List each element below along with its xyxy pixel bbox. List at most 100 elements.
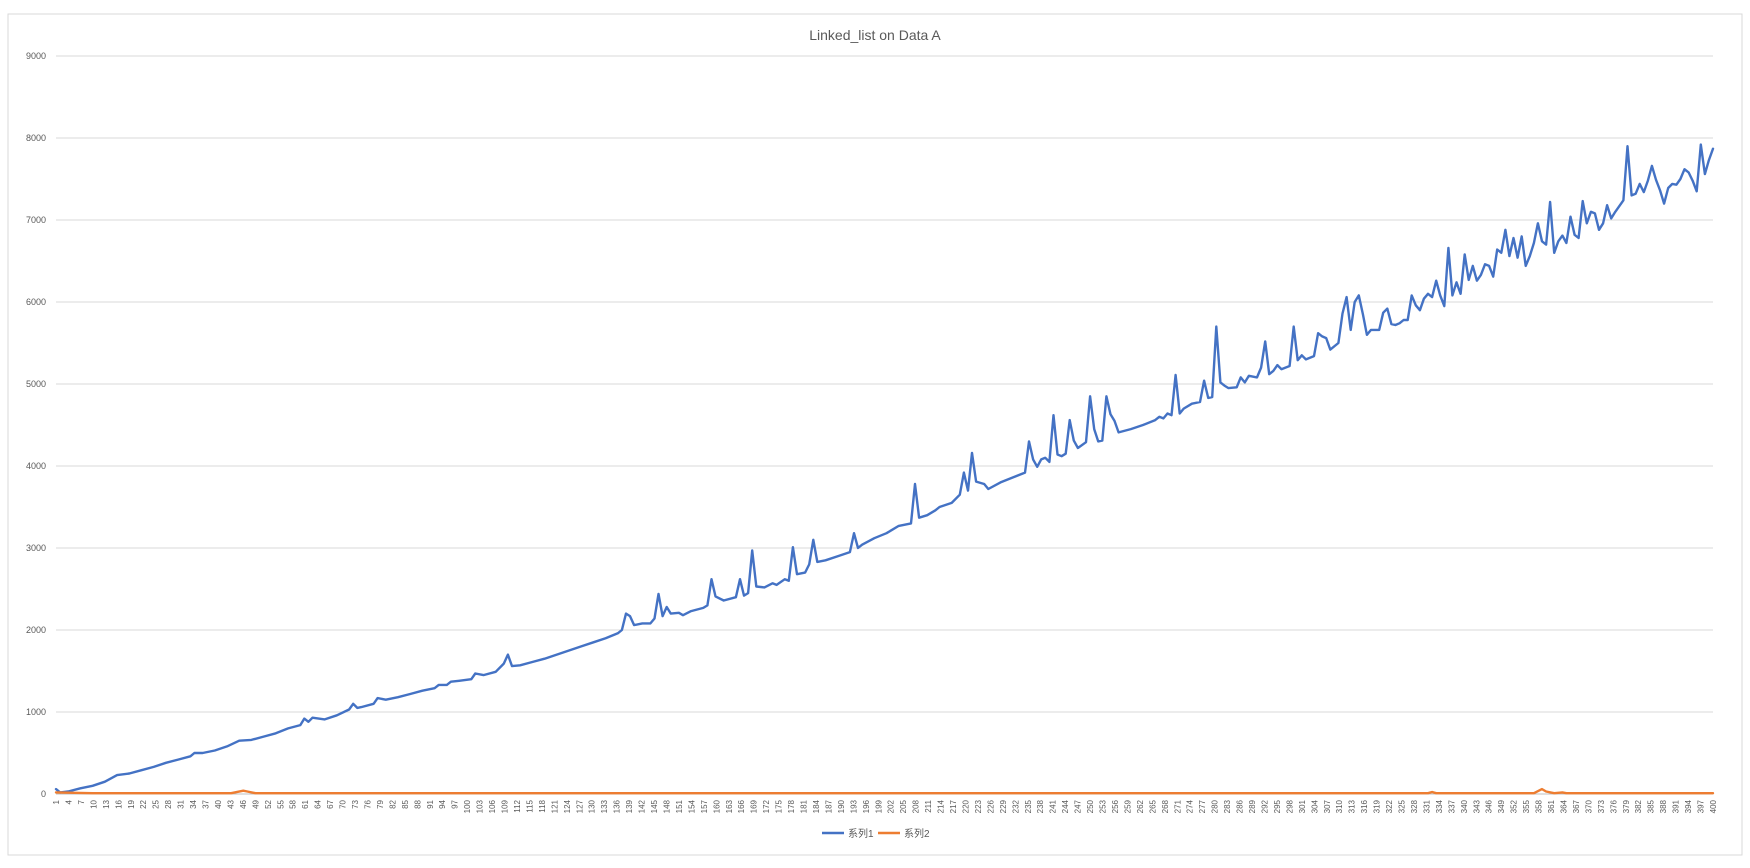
- x-tick-label: 166: [737, 799, 746, 813]
- x-tick-label: 286: [1236, 799, 1245, 813]
- x-tick-label: 376: [1609, 799, 1618, 813]
- x-tick-label: 274: [1186, 799, 1195, 813]
- x-tick-label: 268: [1161, 799, 1170, 813]
- chart-border: [7, 13, 1743, 856]
- x-tick-label: 214: [937, 799, 946, 813]
- x-tick-label: 97: [451, 799, 460, 808]
- x-tick-label: 241: [1049, 799, 1058, 813]
- x-tick-label: 55: [276, 799, 285, 808]
- x-tick-label: 49: [251, 799, 260, 808]
- x-tick-label: 79: [376, 799, 385, 808]
- x-tick-label: 4: [64, 799, 73, 804]
- x-tick-label: 118: [538, 799, 547, 812]
- x-tick-label: 232: [1011, 799, 1020, 813]
- series-line-2: [54, 787, 1715, 795]
- x-tick-label: 319: [1373, 799, 1382, 813]
- x-tick-label: 223: [974, 799, 983, 813]
- series-line-1: [54, 143, 1715, 794]
- x-tick-label: 298: [1285, 799, 1294, 813]
- x-tick-label: 175: [775, 799, 784, 813]
- x-tick-label: 391: [1672, 799, 1681, 813]
- x-tick-label: 253: [1099, 799, 1108, 813]
- x-tick-label: 256: [1111, 799, 1120, 813]
- chart-title: Linked_list on Data A: [809, 27, 941, 43]
- x-tick-label: 337: [1447, 799, 1456, 813]
- x-tick-label: 148: [662, 799, 671, 813]
- x-tick-label: 52: [264, 799, 273, 808]
- x-tick-label: 211: [924, 799, 933, 812]
- x-tick-label: 340: [1460, 799, 1469, 813]
- x-tick-label: 364: [1559, 799, 1568, 813]
- x-tick-label: 355: [1522, 799, 1531, 813]
- x-tick-label: 187: [824, 799, 833, 813]
- x-tick-label: 382: [1634, 799, 1643, 813]
- x-tick-label: 82: [388, 799, 397, 808]
- x-tick-label: 316: [1360, 799, 1369, 813]
- x-tick-label: 169: [750, 799, 759, 813]
- x-tick-label: 343: [1472, 799, 1481, 813]
- x-tick-label: 124: [563, 799, 572, 813]
- x-tick-label: 331: [1422, 799, 1431, 813]
- x-tick-label: 85: [401, 799, 410, 808]
- x-tick-label: 91: [426, 799, 435, 808]
- x-tick-label: 313: [1348, 799, 1357, 813]
- x-tick-label: 61: [301, 799, 310, 808]
- x-tick-label: 196: [862, 799, 871, 813]
- x-tick-label: 70: [339, 799, 348, 808]
- x-tick-label: 130: [588, 799, 597, 813]
- x-tick-label: 265: [1148, 799, 1157, 813]
- x-tick-label: 370: [1584, 799, 1593, 813]
- x-tick-label: 244: [1061, 799, 1070, 813]
- x-tick-label: 310: [1335, 799, 1344, 813]
- x-tick-label: 247: [1074, 799, 1083, 813]
- x-tick-label: 145: [650, 799, 659, 813]
- x-tick-label: 388: [1659, 799, 1668, 813]
- x-tick-label: 115: [525, 799, 534, 812]
- x-tick-label: 46: [239, 799, 248, 808]
- x-tick-label: 346: [1485, 799, 1494, 813]
- x-tick-label: 385: [1647, 799, 1656, 813]
- x-tick-label: 100: [463, 799, 472, 813]
- y-tick-label: 2000: [26, 625, 46, 635]
- x-tick-label: 262: [1136, 799, 1145, 813]
- x-tick-label: 103: [476, 799, 485, 813]
- x-tick-label: 127: [575, 799, 584, 813]
- x-tick-label: 208: [912, 799, 921, 813]
- y-tick-label: 4000: [26, 461, 46, 471]
- x-tick-label: 157: [700, 799, 709, 813]
- x-tick-label: 121: [550, 799, 559, 813]
- x-tick-label: 43: [226, 799, 235, 808]
- x-tick-label: 193: [849, 799, 858, 813]
- x-tick-label: 40: [214, 799, 223, 808]
- x-tick-label: 352: [1510, 799, 1519, 813]
- x-tick-label: 10: [89, 799, 98, 808]
- x-tick-label: 1: [52, 799, 61, 804]
- y-tick-label: 0: [41, 789, 46, 799]
- y-tick-label: 6000: [26, 297, 46, 307]
- y-axis-ticks: 0 1000 2000 3000 4000 5000 6000 7000 8000 9000: [26, 51, 46, 799]
- x-tick-label: 94: [438, 799, 447, 808]
- gridlines: [56, 55, 1713, 795]
- legend-label-1: 系列1: [848, 827, 874, 840]
- y-tick-label: 9000: [26, 51, 46, 61]
- x-tick-label: 229: [999, 799, 1008, 813]
- x-tick-label: 328: [1410, 799, 1419, 813]
- x-tick-label: 133: [600, 799, 609, 813]
- x-tick-label: 367: [1572, 799, 1581, 813]
- x-tick-label: 139: [625, 799, 634, 813]
- x-tick-label: 136: [613, 799, 622, 813]
- x-tick-label: 361: [1547, 799, 1556, 813]
- x-tick-label: 172: [762, 799, 771, 813]
- x-tick-label: 235: [1024, 799, 1033, 813]
- x-tick-label: 181: [800, 799, 809, 813]
- x-tick-label: 325: [1398, 799, 1407, 813]
- y-tick-label: 8000: [26, 133, 46, 143]
- x-tick-label: 394: [1684, 799, 1693, 813]
- series-lines: [54, 143, 1715, 795]
- x-tick-label: 217: [949, 799, 958, 813]
- x-tick-label: 88: [413, 799, 422, 808]
- x-tick-label: 199: [874, 799, 883, 813]
- x-tick-label: 31: [177, 799, 186, 808]
- y-tick-label: 3000: [26, 543, 46, 553]
